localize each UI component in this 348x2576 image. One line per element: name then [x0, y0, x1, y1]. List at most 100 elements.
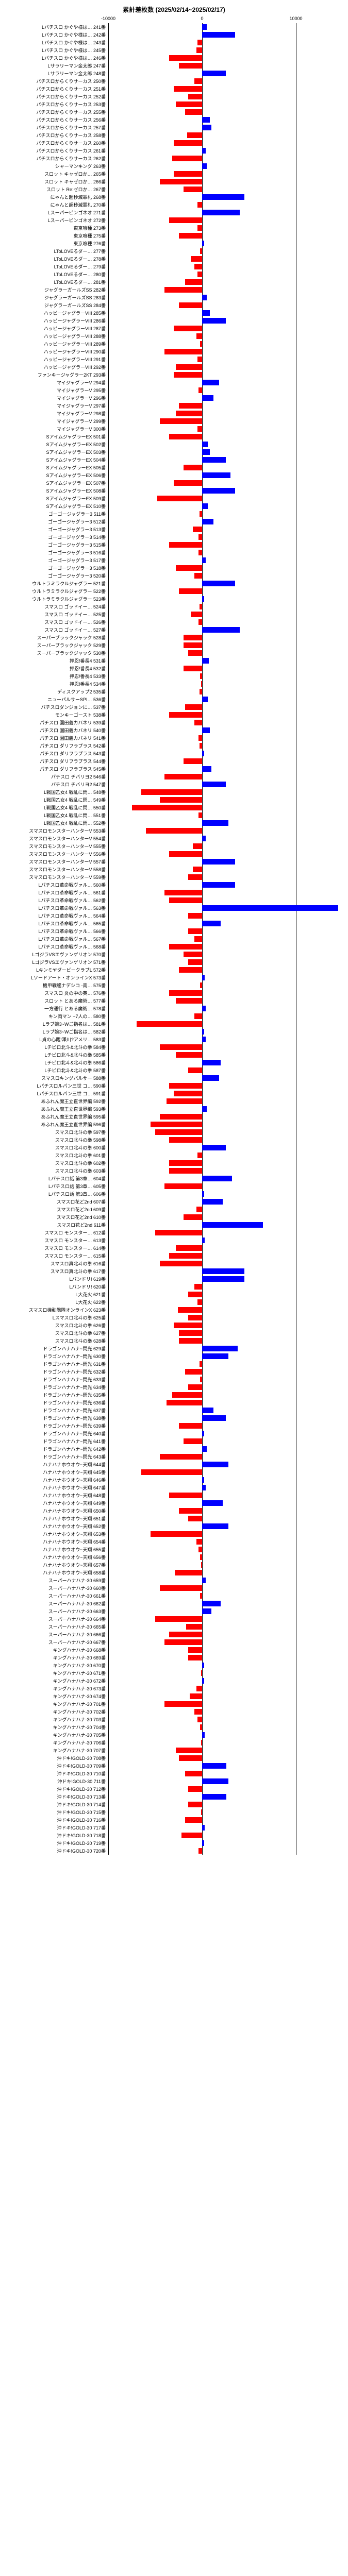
chart-row: 沖ドキ!GOLD-30 720番: [5, 1847, 343, 1855]
chart-row: ハッピージャグラーVIII 287番: [5, 325, 343, 332]
chart-row: にゃんと超秒滅罪札 268番: [5, 193, 343, 201]
row-label: Lスーパービンゴネオ 272番: [5, 217, 108, 224]
bar-area: [108, 101, 343, 108]
row-label: ゴーゴージャグラー3 512番: [5, 518, 108, 525]
row-label: パチスロ チバリヨ2 547番: [5, 781, 108, 788]
row-label: スマスロ北斗の拳 628番: [5, 1337, 108, 1344]
bar-area: [108, 71, 343, 77]
chart-row: SアイムジャグラーEX 509番: [5, 495, 343, 502]
bar: [200, 1361, 202, 1367]
chart-row: 東京喰種 273番: [5, 224, 343, 232]
row-label: パチスロからくりサーカス 262番: [5, 155, 108, 162]
bar: [200, 604, 202, 609]
row-label: 沖ドキ!GOLD-30 710番: [5, 1770, 108, 1777]
bar: [202, 24, 207, 30]
row-label: L貞の心醒!澤川?アメリ… 583番: [5, 1036, 108, 1043]
chart-row: SアイムジャグラーEX 506番: [5, 471, 343, 479]
row-label: ハナハナホウオウ~天翔 648番: [5, 1492, 108, 1499]
row-label: Lパチスロ かぐや様は… 246番: [5, 55, 108, 61]
row-label: スマスロモンスターハンターV 559番: [5, 874, 108, 880]
row-label: ドラゴンハナハナ~閃光 633番: [5, 1376, 108, 1383]
bar-area: [108, 1284, 343, 1290]
chart-row: ハナハナホウオウ~天翔 648番: [5, 1492, 343, 1499]
row-label: キングハナハナ-30 672番: [5, 1677, 108, 1684]
bar-area: [108, 588, 343, 595]
chart-row: LToLOVEるダー… 278番: [5, 255, 343, 263]
row-label: ジャグラーガールズSS 284番: [5, 302, 108, 309]
row-label: Lパチスロ かぐや様は… 241番: [5, 24, 108, 30]
row-label: ゴーゴージャグラー3 520番: [5, 572, 108, 579]
row-label: スロット とある魔術… 577番: [5, 997, 108, 1004]
bar: [174, 1091, 202, 1096]
row-label: パチスロからくりサーカス 260番: [5, 140, 108, 146]
bar: [157, 496, 202, 501]
bar-area: [108, 1044, 343, 1050]
chart-row: キングハナハナ-30 673番: [5, 1685, 343, 1692]
row-label: Lパチスロ革命戦ヴァル… 562番: [5, 897, 108, 904]
chart-row: スーパーハナハナ-30 664番: [5, 1615, 343, 1623]
x-tick-label: 10000: [289, 16, 302, 21]
bar-area: [108, 395, 343, 401]
bar-area: [108, 310, 343, 316]
bar: [169, 1632, 202, 1637]
bar: [200, 1593, 202, 1599]
bar-area: [108, 1493, 343, 1499]
bar: [169, 1493, 202, 1498]
bar-area: [108, 1323, 343, 1329]
bar-area: [108, 565, 343, 571]
bar-area: [108, 1191, 343, 1197]
chart-row: ゴーゴージャグラー3 514番: [5, 533, 343, 541]
chart-row: ウルトラミラクルジャグラー 523番: [5, 595, 343, 603]
bar: [155, 1230, 202, 1235]
chart-row: スーパーハナハナ-30 659番: [5, 1577, 343, 1584]
bar: [164, 1183, 202, 1189]
bar: [188, 1786, 202, 1792]
row-label: パチスロ ダリフラプラス 543番: [5, 750, 108, 757]
chart-row: L戦国乙女4 戦乱に閃… 548番: [5, 788, 343, 796]
bar: [188, 1384, 202, 1390]
bar-area: [108, 1431, 343, 1437]
bar: [202, 210, 240, 215]
bar: [202, 1222, 263, 1228]
bar-area: [108, 1199, 343, 1205]
chart-row: 沖ドキ!GOLD-30 713番: [5, 1793, 343, 1801]
row-label: スマスロ花ど2nd 609番: [5, 1206, 108, 1213]
chart-row: キングハナハナ-30 669番: [5, 1654, 343, 1662]
bar: [169, 1083, 202, 1089]
chart-row: にゃんと超秒滅罪札 270番: [5, 201, 343, 209]
bar: [202, 836, 206, 841]
bar: [196, 333, 202, 339]
chart-row: L戦国乙女4 戦乱に閃… 552番: [5, 819, 343, 827]
chart-row: キングハナハナ-30 703番: [5, 1716, 343, 1723]
chart-row: Lサラリーマン金太郎 248番: [5, 70, 343, 77]
chart-row: ドラゴンハナハナ~閃光 639番: [5, 1422, 343, 1430]
bar: [202, 519, 213, 524]
chart-row: ゴーゴージャグラー3 513番: [5, 526, 343, 533]
bar: [200, 1724, 202, 1730]
bar: [197, 1717, 202, 1722]
chart-row: ドラゴンハナハナ~閃光 642番: [5, 1445, 343, 1453]
bar: [194, 78, 202, 84]
bar-area: [108, 650, 343, 656]
row-label: 一方通行 とある魔術… 578番: [5, 1005, 108, 1012]
chart-row: LゴジラVSエヴァンゲリオン 571番: [5, 958, 343, 966]
row-label: パチスロからくりサーカス 257番: [5, 124, 108, 131]
row-label: ゴーゴージャグラー3 517番: [5, 557, 108, 564]
bar: [176, 364, 202, 370]
bar-area: [108, 78, 343, 84]
row-label: SアイムジャグラーEX 506番: [5, 472, 108, 479]
bar-area: [108, 1833, 343, 1839]
bar-area: [108, 1346, 343, 1352]
bar-area: [108, 496, 343, 502]
chart-row: ゴーゴージャグラー3 518番: [5, 564, 343, 572]
bar-area: [108, 194, 343, 200]
chart-row: ハナハナホウオウ~天翔 650番: [5, 1507, 343, 1515]
chart-row: 押忍!番長4 533番: [5, 672, 343, 680]
chart-row: ゴーゴージャグラー3 520番: [5, 572, 343, 580]
bar-area: [108, 859, 343, 865]
bar-area: [108, 1678, 343, 1684]
bar: [202, 1191, 204, 1197]
bar-area: [108, 1214, 343, 1221]
row-label: ハナハナホウオウ~天翔 652番: [5, 1523, 108, 1530]
row-label: パチスロ 園田義カバネリ 541番: [5, 735, 108, 741]
